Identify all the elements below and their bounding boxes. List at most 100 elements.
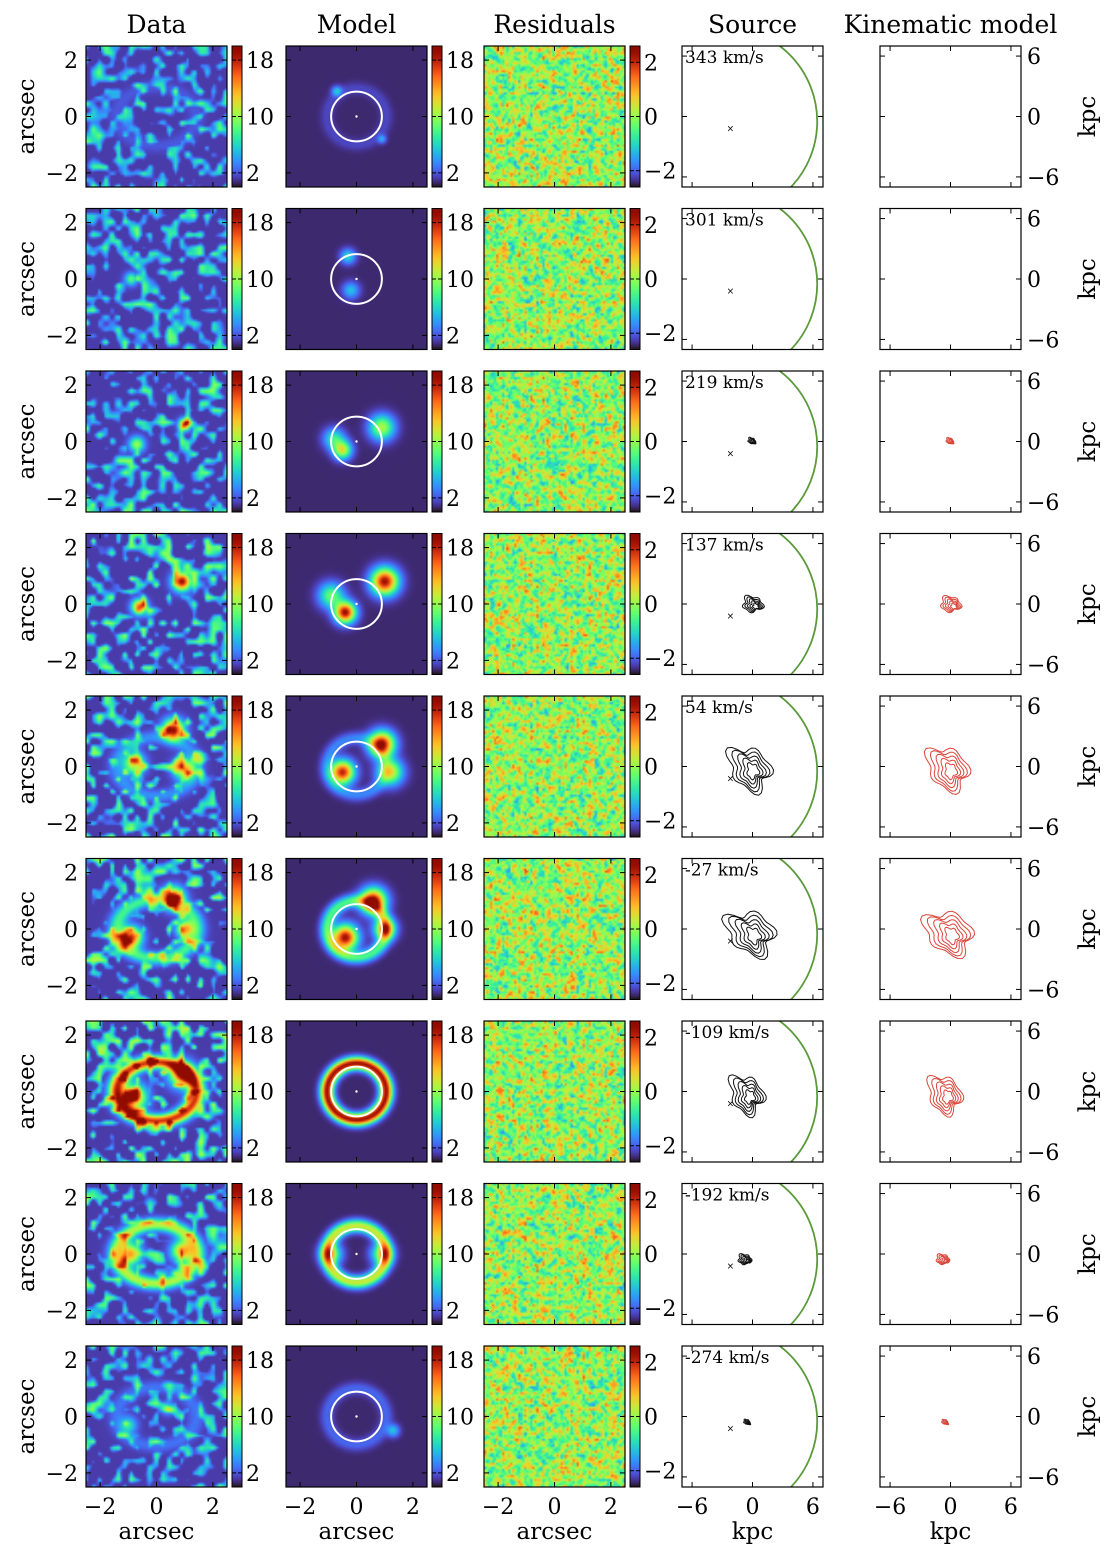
source-content: × xyxy=(727,1183,819,1325)
colorbar-gradient xyxy=(232,1021,242,1162)
kinematic-contour xyxy=(926,1074,965,1118)
colorbar-tick-label: 18 xyxy=(246,212,274,237)
lens-center xyxy=(355,1252,358,1256)
y-tick-label: 0 xyxy=(1027,431,1041,456)
kinematic-contour xyxy=(944,926,961,946)
y-tick-label: 2 xyxy=(64,212,78,237)
y-tick-label: 6 xyxy=(1027,370,1041,395)
source-background xyxy=(682,46,823,187)
y-axis-label-right: kpc xyxy=(1075,96,1101,138)
data-image xyxy=(86,371,227,512)
source-panel: × -27 km/s xyxy=(681,857,824,1001)
x-tick-label: 0 xyxy=(350,1495,364,1520)
colorbar-tick-label: 0 xyxy=(644,756,658,781)
source-panel: × -192 km/s xyxy=(681,1182,824,1326)
colorbar-tick-label: 10 xyxy=(446,756,474,781)
kinematic-contour xyxy=(949,602,958,610)
kinematic-contour xyxy=(938,922,964,950)
colorbar-tick-label: 18 xyxy=(246,699,274,724)
colorbar-tick-label: 2 xyxy=(246,1137,260,1162)
colorbar-gradient xyxy=(232,371,242,512)
kinematic-contour xyxy=(919,910,976,960)
y-tick-label: 2 xyxy=(64,1349,78,1374)
figure-row: −2 0 2 arcsec 2 10 18 2 10 18 −2 0 2 × -192 km/s −6 0 6 kp… xyxy=(14,1182,1101,1329)
source-contour xyxy=(732,1077,765,1116)
y-tick-label: 0 xyxy=(1027,1243,1041,1268)
colorbar-tick-label: 18 xyxy=(446,49,474,74)
colorbar-tick-label: 2 xyxy=(446,487,460,512)
x-tick-label: 0 xyxy=(548,1495,562,1520)
y-axis-label: arcsec xyxy=(14,1216,40,1292)
y-axis-label: arcsec xyxy=(14,891,40,967)
x-tick-label: 2 xyxy=(206,1495,220,1520)
x-tick-label: 0 xyxy=(944,1495,958,1520)
y-tick-label: −2 xyxy=(46,649,78,674)
velocity-label: 219 km/s xyxy=(685,373,764,393)
lens-center xyxy=(355,440,358,443)
y-tick-label: 6 xyxy=(1027,533,1041,558)
column-title: Data xyxy=(127,10,187,39)
y-tick-label: −2 xyxy=(46,1462,78,1487)
critical-curve xyxy=(330,578,383,630)
colorbar-tick-label: 10 xyxy=(446,1406,474,1431)
y-tick-label: 0 xyxy=(64,1081,78,1106)
residual-image xyxy=(484,208,625,350)
source-content: × xyxy=(727,371,819,512)
colorbar-gradient xyxy=(432,858,442,1000)
residual-image xyxy=(484,371,625,512)
source-contour xyxy=(721,910,778,960)
source-contour xyxy=(737,753,767,789)
lens-center xyxy=(355,277,358,281)
colorbar-gradient xyxy=(630,1021,640,1162)
residual-image xyxy=(484,696,625,837)
colorbar-gradient xyxy=(232,1183,242,1325)
colorbar-tick-label: 0 xyxy=(644,1406,658,1431)
y-tick-label: −6 xyxy=(1027,1303,1059,1328)
critical-curve xyxy=(330,1065,383,1118)
y-tick-label: 6 xyxy=(1027,45,1041,70)
colorbar-gradient xyxy=(630,1183,640,1325)
source-center-marker: × xyxy=(727,937,735,947)
figure-row: −2 0 2 arcsec 2 10 18 2 10 18 −2 0 2 × 137 km/s −6 0 6 kpc xyxy=(14,533,1101,679)
y-axis-label-right: kpc xyxy=(1075,746,1101,788)
source-content: × xyxy=(727,533,819,675)
data-image xyxy=(86,696,227,837)
data-image xyxy=(86,208,227,350)
colorbar-tick-label: 10 xyxy=(246,1243,274,1268)
lens-center xyxy=(355,765,358,768)
kinematic-contour xyxy=(946,1422,950,1426)
source-contour xyxy=(740,922,766,950)
colorbar-tick-label: 2 xyxy=(446,1137,460,1162)
source-background xyxy=(682,1183,823,1325)
colorbar-tick-label: 10 xyxy=(446,106,474,131)
kinematic-background xyxy=(880,533,1021,675)
data-image xyxy=(86,1183,227,1325)
y-axis-label: arcsec xyxy=(14,566,40,642)
colorbar-gradient xyxy=(432,533,442,675)
colorbar-tick-label: 10 xyxy=(246,1081,274,1106)
colorbar-tick-label: −2 xyxy=(644,1297,676,1322)
critical-curve xyxy=(330,253,383,305)
x-axis-label: kpc xyxy=(732,1519,774,1545)
colorbar-gradient xyxy=(432,371,442,512)
kinematic-panel: −6 0 6 kpc xyxy=(879,45,1101,191)
colorbar-tick-label: 18 xyxy=(246,49,274,74)
critical-curve xyxy=(330,740,383,793)
colorbar-tick-label: 18 xyxy=(446,212,474,237)
colorbar-tick-label: 0 xyxy=(644,106,658,131)
x-tick-label: −2 xyxy=(84,1495,116,1520)
critical-curve xyxy=(330,903,383,955)
y-axis-label-right: kpc xyxy=(1075,583,1101,625)
y-tick-label: 2 xyxy=(64,1187,78,1212)
x-axis-label: arcsec xyxy=(517,1519,593,1545)
source-panel: × 219 km/s xyxy=(681,370,824,513)
y-tick-label: −2 xyxy=(46,1137,78,1162)
kinematic-contour xyxy=(933,919,968,954)
colorbar-tick-label: 10 xyxy=(446,1243,474,1268)
y-tick-label: −2 xyxy=(46,162,78,187)
colorbar-tick-label: 10 xyxy=(246,756,274,781)
colorbar-gradient xyxy=(232,1346,242,1487)
kinematic-background xyxy=(880,1346,1021,1487)
kinematic-background xyxy=(880,1183,1021,1325)
